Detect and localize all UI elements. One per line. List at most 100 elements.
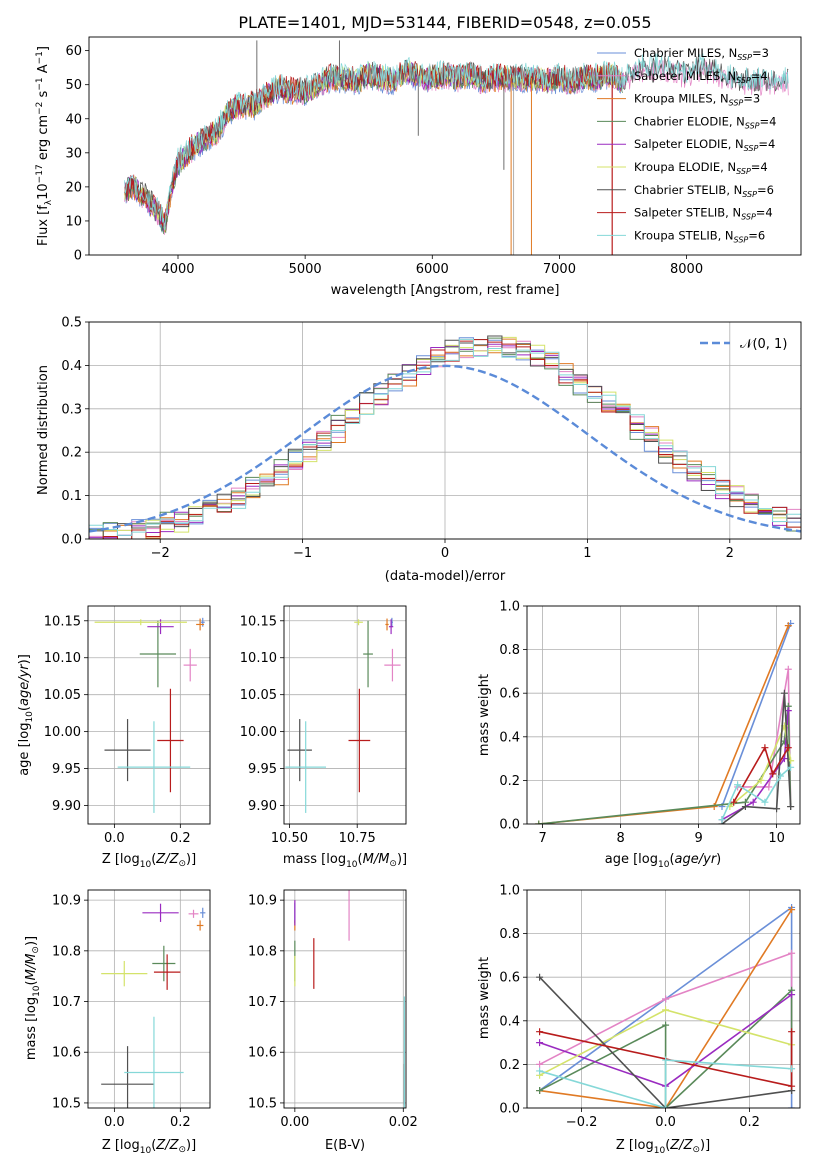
label-part: 10 (25, 711, 35, 723)
y-tick-label: 0.4 (61, 359, 82, 374)
plus-marker (788, 906, 796, 914)
label-part: age/yr (17, 663, 32, 706)
panel-residuals: −2 −1 0 1 2 0.0 0.1 0.2 0.3 0.4 0.5 (data-model)/er… (36, 316, 802, 584)
x-tick-label: 10 (768, 831, 785, 846)
label-part: −1 (35, 51, 45, 64)
plus-marker (741, 803, 749, 811)
y-tick-label: 10.8 (52, 944, 81, 959)
label-part: )] (24, 936, 39, 946)
legend-entry-sub: SSP (742, 190, 757, 199)
x-tick-label: 0.0 (655, 1115, 676, 1130)
x-axis-label-text: age [log (605, 852, 658, 867)
y-tick-label: 0.2 (499, 774, 520, 789)
legend-entry: Salpeter MILES, NSSP=4 (634, 69, 768, 85)
plus-marker (662, 995, 670, 1003)
plus-marker (662, 1104, 670, 1108)
chart-title: PLATE=1401, MJD=53144, FIBERID=0548, z=0… (238, 13, 651, 32)
x-axis-label-text: mass [log (283, 852, 346, 867)
plus-marker (787, 763, 795, 771)
plot-area-spectrum (124, 40, 789, 255)
label-part: 10 (654, 1146, 666, 1156)
x-tick-label: 9 (694, 831, 702, 846)
legend-entry: Kroupa MILES, NSSP=3 (634, 92, 760, 108)
plus-marker (765, 783, 773, 791)
legend-entry-count: =4 (760, 114, 777, 128)
label-part: ] (36, 46, 51, 51)
plus-marker (730, 798, 738, 806)
x-tick-label: 0.0 (104, 1115, 125, 1130)
y-tick-label: 0.0 (499, 1102, 520, 1117)
label-part: λ (44, 199, 54, 205)
y-tick-label: 10.10 (240, 651, 277, 666)
histogram-series (89, 339, 801, 539)
plot-area-residuals (89, 335, 801, 539)
plot-area-age-Z (94, 617, 205, 813)
y-tick-label: 60 (65, 44, 82, 59)
legend-entry-sub: SSP (729, 99, 744, 108)
x-axis-label: Z [log10(Z/Z⊙)] (102, 1138, 196, 1156)
x-tick-label: 0.0 (104, 831, 125, 846)
plus-marker (761, 798, 769, 806)
plus-marker (757, 776, 765, 784)
y-tick-label: 1.0 (499, 884, 520, 899)
y-tick-label: 10.10 (44, 651, 81, 666)
x-axis-label-text: E(B-V) (325, 1138, 365, 1153)
x-tick-label: 4000 (161, 262, 194, 277)
y-tick-label: 10.15 (240, 614, 277, 629)
x-tick-label: 10.75 (339, 831, 376, 846)
label-part: A (36, 64, 51, 77)
plus-marker (662, 1021, 670, 1029)
weight-line (721, 623, 792, 807)
legend-entry-count: =6 (757, 183, 774, 197)
x-tick-label: 10.50 (271, 831, 308, 846)
label-part: ( (358, 852, 363, 867)
spectrum-line (124, 53, 789, 230)
label-part: ( (669, 852, 674, 867)
x-axis-label: Z [log10(Z/Z⊙)] (102, 852, 196, 870)
panel-spectrum: 4000 5000 6000 7000 8000 0 10 20 30 40 50 60 PLATE=1… (35, 13, 802, 298)
panel-age-mass: 10.50 10.75 9.90 9.95 10.00 10.05 10.10 10.15 ma… (240, 605, 407, 870)
plus-marker (536, 973, 544, 981)
label-part: )] (186, 852, 196, 867)
y-tick-label: 0.8 (499, 643, 520, 658)
plus-marker (734, 781, 742, 789)
label-part: age/yr (675, 852, 718, 867)
plus-marker (662, 1006, 670, 1014)
x-tick-label: 0.2 (170, 831, 191, 846)
y-tick-label: 9.95 (248, 762, 277, 777)
axes-frame (88, 36, 802, 256)
plus-marker (788, 1028, 796, 1036)
y-tick-label: 10 (65, 214, 82, 229)
label-part: ( (151, 1138, 156, 1153)
y-tick-label: 0.1 (61, 489, 82, 504)
plus-marker (536, 1039, 544, 1047)
x-axis-label-text: Z [log (102, 1138, 140, 1153)
axes-frame (88, 321, 802, 540)
label-part: ( (151, 852, 156, 867)
plus-marker (788, 949, 796, 957)
label-part: ) (716, 852, 721, 867)
legend-entry-sub: SSP (734, 235, 749, 244)
y-tick-label: 10.8 (248, 944, 277, 959)
axes-frame (283, 889, 407, 1109)
label-part: 10 (32, 985, 42, 997)
label-part: ⊙ (389, 859, 397, 869)
legend-entry-count: =4 (751, 160, 768, 174)
plus-marker (788, 1104, 796, 1108)
x-axis-label: (data-model)/error (385, 569, 506, 584)
label-part: s (36, 90, 51, 101)
legend-entry-count: =3 (743, 92, 760, 106)
panel-mass-Z: 0.0 0.210.510.610.710.810.9Z [log10(Z/Z⊙)… (24, 889, 211, 1156)
y-tick-label: 10.7 (52, 995, 81, 1010)
panel-mass-EBV: 0.00 0.02 10.5 10.6 10.7 10.8 10.9 E(B-V) (248, 889, 418, 1153)
x-tick-label: 0 (441, 546, 449, 561)
legend-entry-sub: SSP (736, 167, 751, 176)
spectrum-line (124, 56, 789, 231)
legend-entry-name: Salpeter STELIB, N (634, 206, 741, 220)
y-tick-label: 50 (65, 78, 82, 93)
weight-line (539, 1059, 792, 1108)
x-axis-label-text: Z [log (102, 852, 140, 867)
weight-line (539, 909, 793, 1108)
x-tick-label: 5000 (289, 262, 322, 277)
